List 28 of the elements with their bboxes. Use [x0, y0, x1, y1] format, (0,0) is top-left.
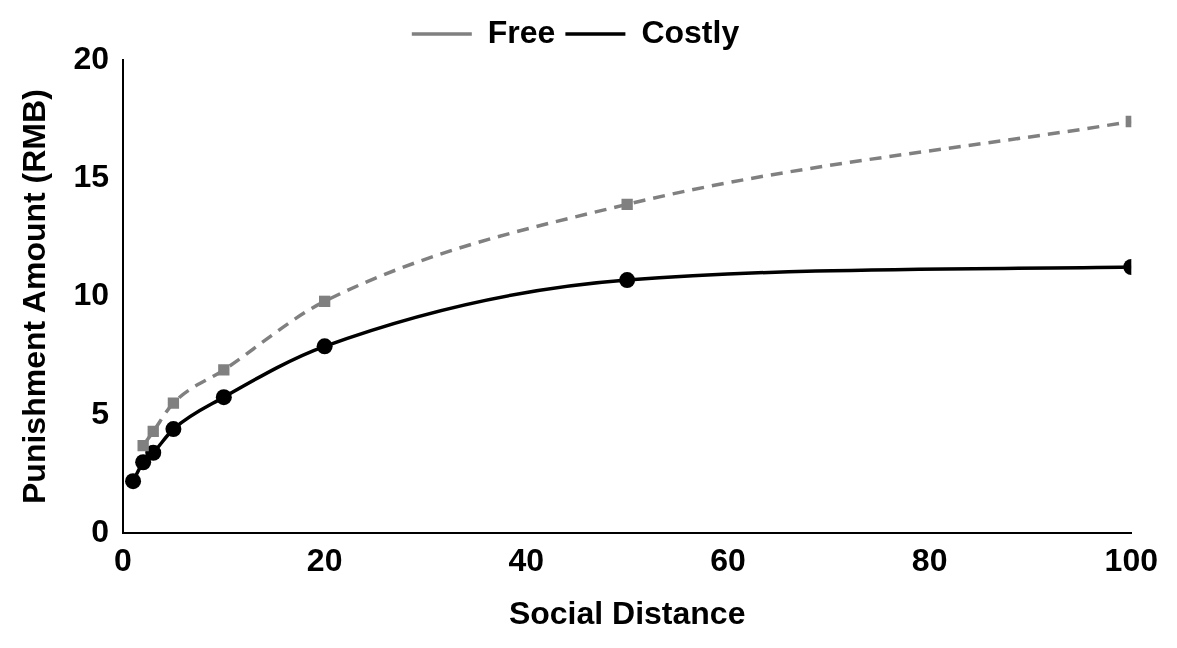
x-axis-title: Social Distance — [508, 594, 746, 631]
point — [135, 454, 152, 471]
point — [125, 473, 142, 490]
point — [145, 444, 162, 461]
point — [619, 272, 636, 289]
point — [167, 397, 180, 409]
point — [218, 364, 230, 376]
x-tick-label: 40 — [508, 542, 545, 579]
point — [147, 425, 159, 438]
legend-label: Costly — [641, 13, 740, 50]
point — [215, 389, 232, 406]
point — [165, 421, 182, 438]
y-tick-label: 10 — [73, 276, 109, 313]
point — [316, 338, 333, 355]
y-axis-title: Punishment Amount (RMB) — [16, 89, 53, 504]
y-tick-label: 20 — [73, 39, 109, 76]
y-tick-label: 15 — [73, 158, 109, 195]
x-tick-label: 60 — [710, 542, 746, 579]
point — [137, 440, 149, 452]
y-tick-label: 0 — [91, 513, 109, 550]
x-tick-label: 0 — [114, 542, 132, 579]
x-tick-label: 100 — [1104, 542, 1158, 579]
point — [621, 198, 633, 210]
point — [319, 295, 331, 307]
x-tick-label: 20 — [306, 542, 343, 579]
legend-label: Free — [487, 13, 556, 50]
y-tick-label: 5 — [91, 394, 109, 431]
x-tick-label: 80 — [911, 542, 948, 579]
